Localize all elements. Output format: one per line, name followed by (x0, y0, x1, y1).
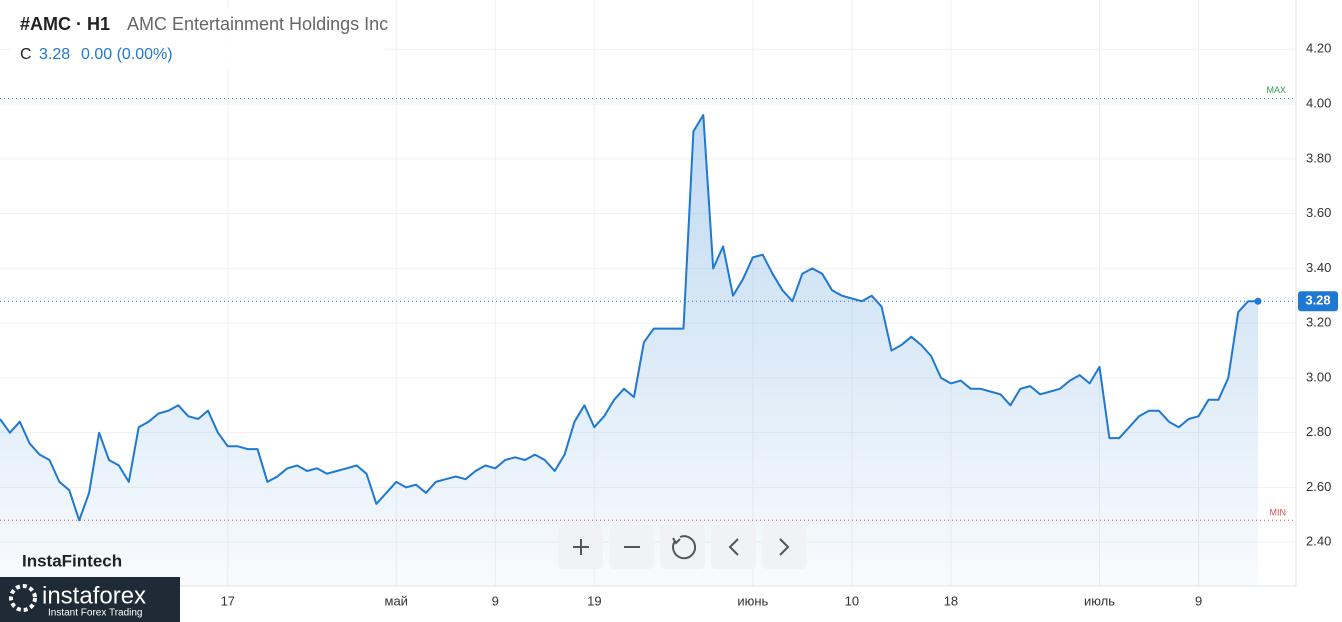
chart-subtitle: AMC Entertainment Holdings Inc (127, 14, 388, 34)
toolbar (558, 525, 807, 569)
icon (779, 538, 790, 556)
logo-subtext: Instant Forex Trading (48, 608, 143, 619)
last-point (1254, 297, 1262, 305)
brand: InstaFintech (22, 551, 122, 570)
y-tick-label: 2.80 (1306, 424, 1331, 439)
price-line (0, 114, 1258, 522)
scroll-left-button[interactable] (711, 525, 756, 569)
x-tick-label: 17 (221, 593, 235, 608)
x-tick-label: июнь (737, 593, 768, 608)
x-tick-label: 9 (492, 593, 499, 608)
x-tick-label: 10 (845, 593, 859, 608)
y-tick-label: 3.80 (1306, 150, 1331, 165)
logo-bg (0, 577, 180, 622)
logo: instaforex Instant Forex Trading (0, 577, 180, 622)
y-tick-label: 4.00 (1306, 95, 1331, 110)
legend-bg (10, 8, 385, 70)
area-fill (0, 115, 1258, 586)
logo-text: instaforex (42, 582, 146, 609)
x-tick-label: 19 (587, 593, 601, 608)
reference-label: MAX (1266, 85, 1286, 95)
x-tick-label: июль (1084, 593, 1115, 608)
y-tick-label: 3.60 (1306, 205, 1331, 220)
last-price-badge (1298, 291, 1338, 312)
change-text: 0.00 (0.00%) (81, 46, 173, 63)
x-tick-label: 9 (1195, 593, 1202, 608)
y-tick-label: 2.40 (1306, 534, 1331, 549)
reset-button[interactable] (660, 525, 705, 569)
y-tick-label: 3.20 (1306, 315, 1331, 330)
chart-title: #AMC · H1 (20, 14, 110, 34)
icon (728, 538, 739, 556)
y-tick-label: 2.60 (1306, 479, 1331, 494)
y-tick-label: 3.00 (1306, 369, 1331, 384)
logo-icon (9, 584, 37, 612)
x-tick-label: май (385, 593, 408, 608)
marks (0, 114, 1296, 586)
x-tick-label: 18 (944, 593, 958, 608)
y-tick-label: 4.20 (1306, 41, 1331, 56)
icon (672, 535, 697, 560)
close-value: 3.28 (39, 46, 70, 63)
reference-label: MIN (1270, 508, 1287, 518)
y-tick-label: 3.40 (1306, 260, 1331, 275)
ohlc-label: C (20, 46, 32, 63)
icon (573, 539, 589, 555)
scroll-right-button[interactable] (762, 525, 807, 569)
last-price-label: 3.28 (1305, 293, 1330, 308)
